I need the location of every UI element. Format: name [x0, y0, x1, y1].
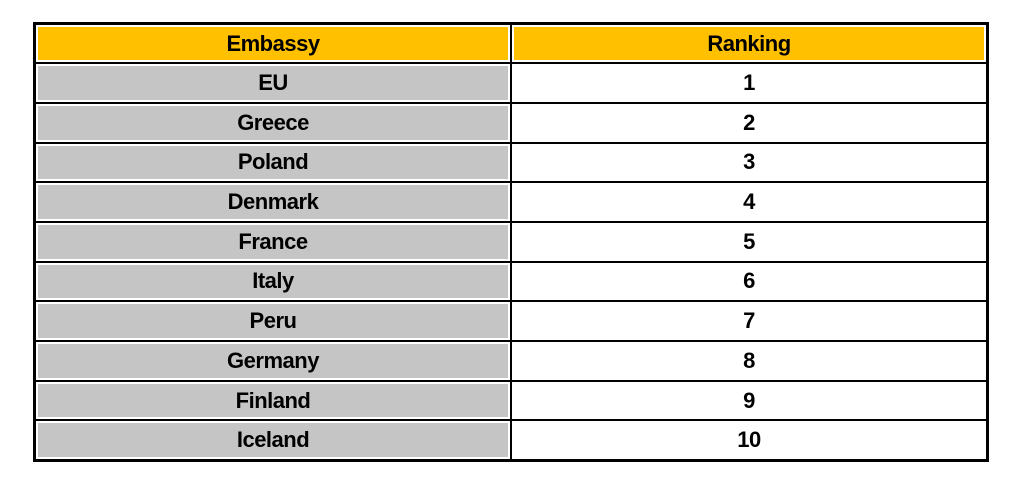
embassy-cell: Germany — [33, 340, 512, 382]
table-row: Finland 9 — [33, 379, 989, 422]
embassy-cell: Iceland — [33, 419, 512, 462]
embassy-cell: Italy — [33, 260, 512, 303]
table-row: Greece 2 — [33, 101, 989, 144]
embassy-cell: France — [33, 220, 512, 263]
table-row: Poland 3 — [33, 141, 989, 184]
ranking-cell: 3 — [510, 141, 989, 184]
ranking-cell: 10 — [510, 419, 989, 462]
table-row: Iceland 10 — [33, 419, 989, 462]
ranking-cell: 7 — [510, 300, 989, 342]
header-row: Embassy Ranking — [33, 22, 989, 65]
ranking-cell: 9 — [510, 379, 989, 422]
table-row: France 5 — [33, 220, 989, 263]
table-row: Denmark 4 — [33, 181, 989, 223]
ranking-cell: 2 — [510, 101, 989, 144]
embassy-cell: Greece — [33, 101, 512, 144]
header-cell-embassy: Embassy — [33, 22, 512, 65]
ranking-cell: 4 — [510, 181, 989, 223]
ranking-cell: 1 — [510, 62, 989, 104]
embassy-ranking-table: Embassy Ranking EU 1 Greece 2 Poland 3 D… — [33, 22, 989, 462]
ranking-cell: 8 — [510, 340, 989, 382]
table-row: Germany 8 — [33, 340, 989, 382]
embassy-cell: Poland — [33, 141, 512, 184]
ranking-cell: 5 — [510, 220, 989, 263]
ranking-cell: 6 — [510, 260, 989, 303]
embassy-cell: Finland — [33, 379, 512, 422]
embassy-cell: Peru — [33, 300, 512, 342]
table-row: Italy 6 — [33, 260, 989, 303]
embassy-cell: EU — [33, 62, 512, 104]
table-row: EU 1 — [33, 62, 989, 104]
table-row: Peru 7 — [33, 300, 989, 342]
embassy-cell: Denmark — [33, 181, 512, 223]
header-cell-ranking: Ranking — [510, 22, 989, 65]
